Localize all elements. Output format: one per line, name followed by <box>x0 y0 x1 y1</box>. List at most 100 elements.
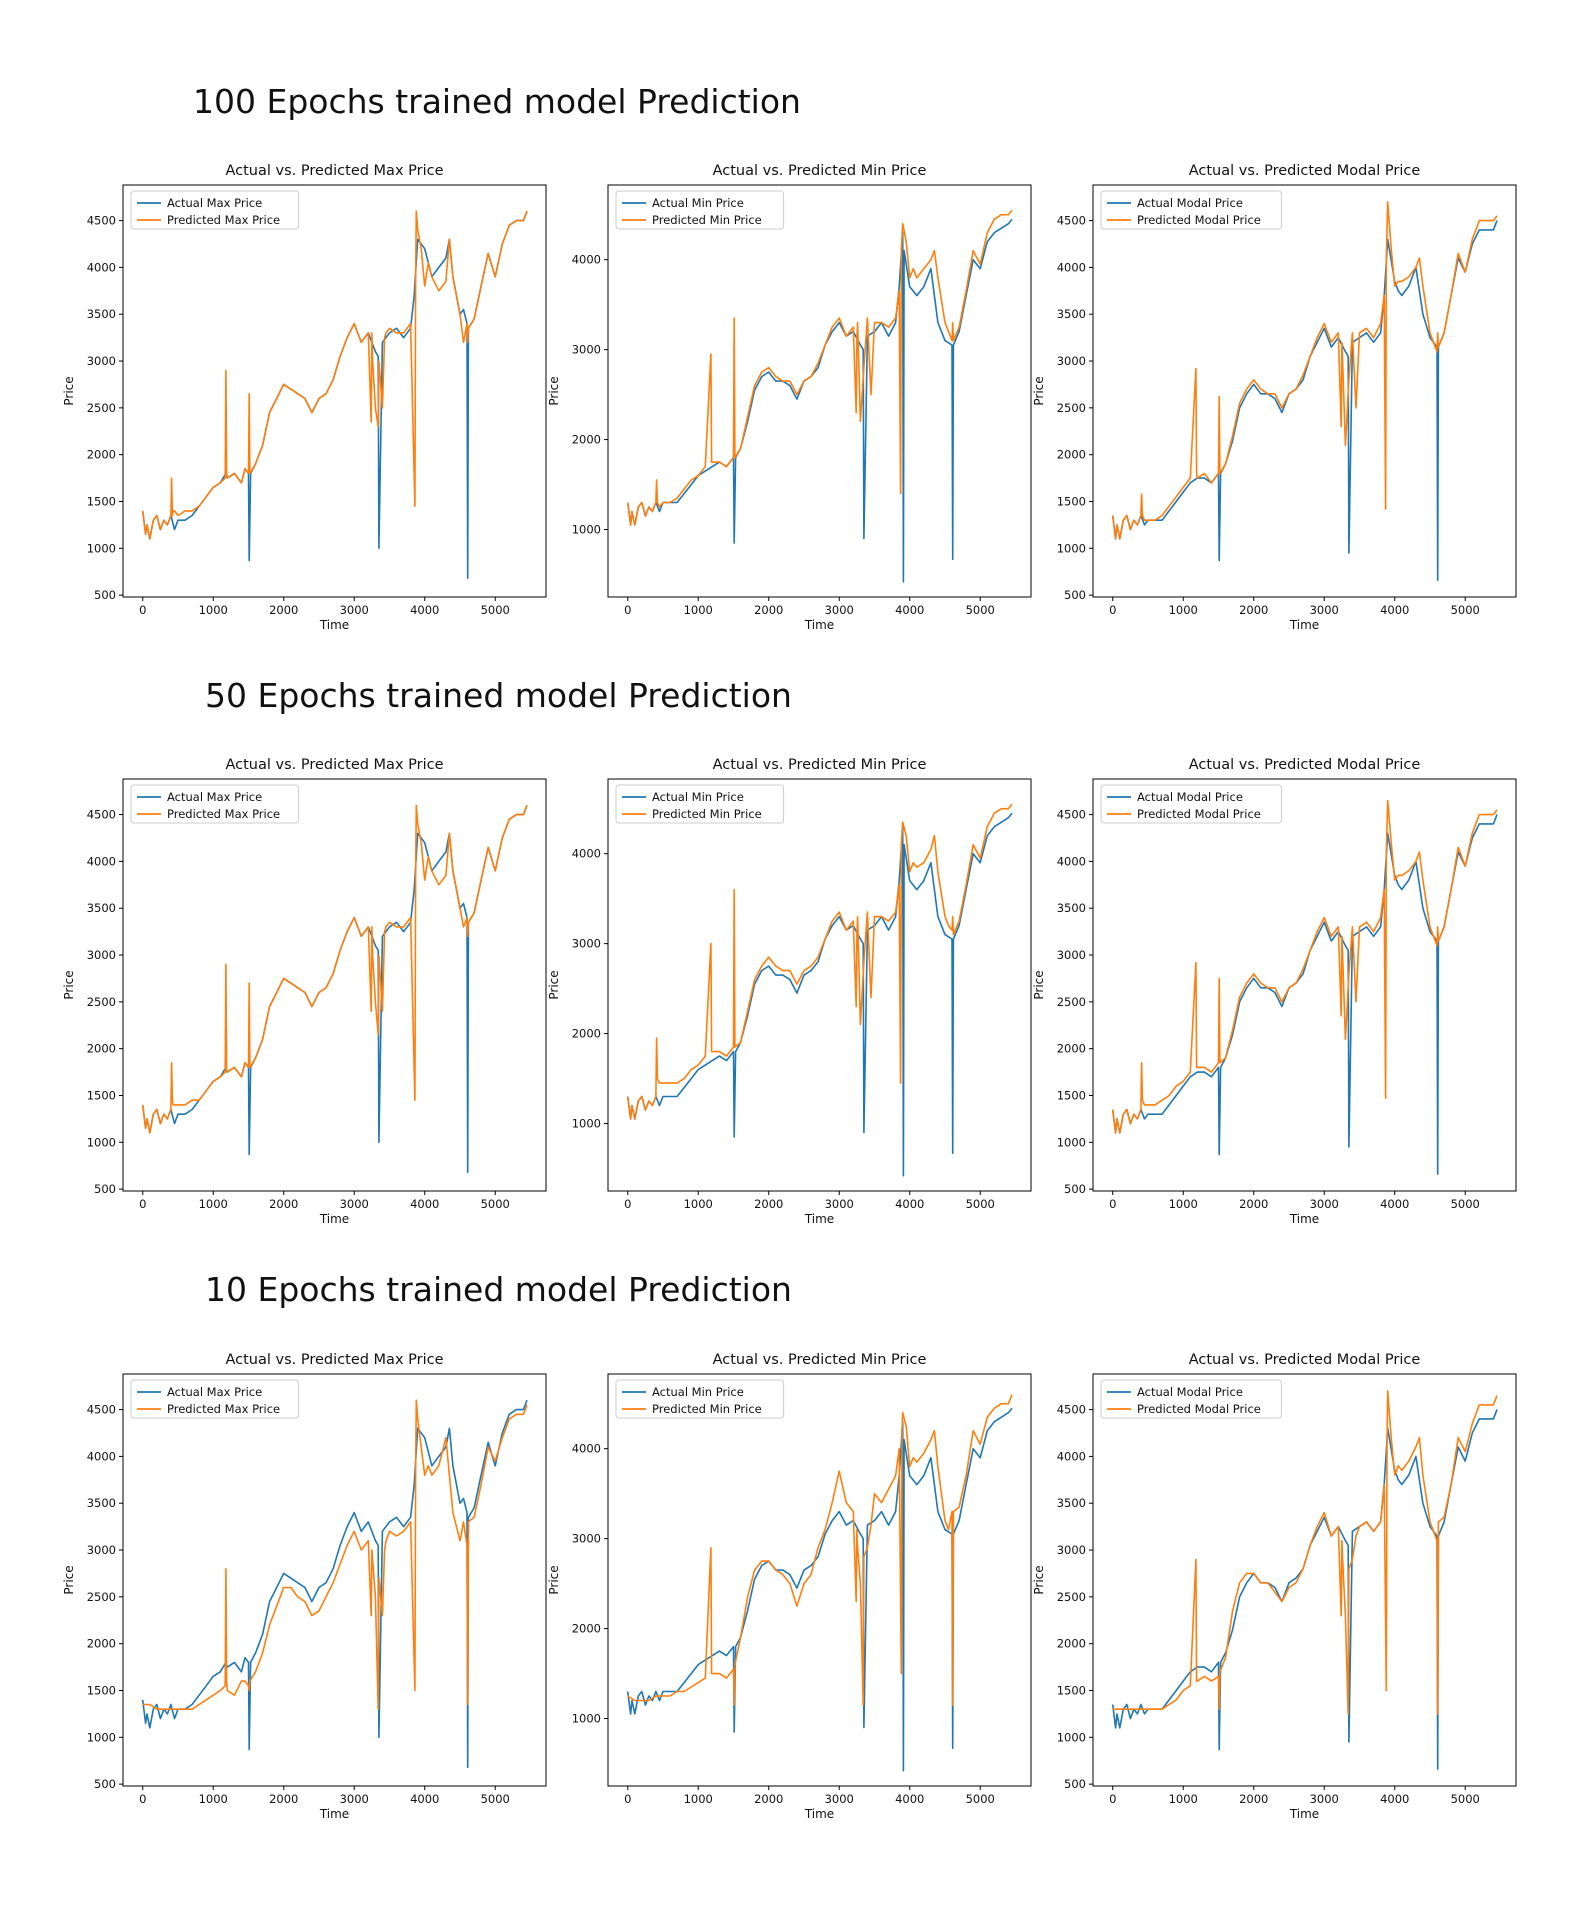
chart-2-1: Actual vs. Predicted Min Price 0 1000 2000 3… <box>547 1352 1032 1821</box>
x-axis-label: Time <box>804 1212 834 1226</box>
y-tick-label: 3500 <box>87 1496 116 1510</box>
y-tick-label: 3500 <box>1057 901 1086 915</box>
legend-label: Actual Max Price <box>167 196 262 210</box>
x-tick-label: 2000 <box>754 1792 783 1806</box>
legend: Actual Min Price Predicted Min Price <box>615 784 785 824</box>
axes-frame <box>122 1373 547 1787</box>
y-axis-label: Price <box>1032 376 1046 405</box>
chart-title: Actual vs. Predicted Modal Price <box>1189 1352 1421 1368</box>
y-tick-label: 1000 <box>87 1135 116 1149</box>
y-tick-label: 1000 <box>1057 1135 1086 1149</box>
axes-frame <box>607 778 1032 1192</box>
x-tick-label: 4000 <box>410 1792 439 1806</box>
legend-frame <box>1100 784 1282 824</box>
plot-area <box>141 1399 528 1769</box>
y-tick-label: 2000 <box>1057 1637 1086 1651</box>
chart-1-0: Actual vs. Predicted Max Price 0 1000 2000 3… <box>62 757 547 1226</box>
x-tick-label: 5000 <box>1451 603 1480 617</box>
series-line-actual <box>141 210 528 580</box>
x-tick-label: 1000 <box>199 603 228 617</box>
y-tick-label: 3000 <box>572 1532 601 1546</box>
x-tick-label: 1000 <box>199 1197 228 1211</box>
y-tick-label: 1000 <box>87 541 116 555</box>
x-axis-label: Time <box>1289 1212 1319 1226</box>
x-tick-label: 1000 <box>684 1197 713 1211</box>
y-tick-label: 4000 <box>1057 854 1086 868</box>
legend: Actual Min Price Predicted Min Price <box>615 190 785 230</box>
legend-label: Actual Min Price <box>652 790 744 804</box>
series-line-predicted <box>1112 1390 1498 1715</box>
x-tick-label: 5000 <box>481 1792 510 1806</box>
x-tick-label: 5000 <box>966 603 995 617</box>
series-line-actual <box>1111 814 1498 1175</box>
y-tick-label: 500 <box>94 1777 116 1791</box>
y-tick-label: 500 <box>94 1182 116 1196</box>
series-line-predicted <box>627 1394 1013 1706</box>
axes-frame <box>1092 184 1517 598</box>
legend-label: Actual Modal Price <box>1137 1385 1243 1399</box>
series-line-predicted <box>141 804 528 1134</box>
legend-label: Actual Max Price <box>167 1385 262 1399</box>
series-line-actual <box>626 812 1013 1177</box>
legend: Actual Max Price Predicted Max Price <box>130 1379 300 1419</box>
x-tick-label: 0 <box>1109 603 1116 617</box>
x-axis-label: Time <box>319 1807 349 1821</box>
x-tick-label: 1000 <box>199 1792 228 1806</box>
x-axis-label: Time <box>319 618 349 632</box>
series-line-predicted <box>626 209 1013 526</box>
x-tick-label: 1000 <box>684 603 713 617</box>
y-tick-label: 4000 <box>572 253 601 267</box>
y-tick-label: 500 <box>94 588 116 602</box>
x-tick-label: 1000 <box>684 1792 713 1806</box>
legend-label: Predicted Modal Price <box>1137 1402 1261 1416</box>
chart-title: Actual vs. Predicted Min Price <box>713 1352 927 1368</box>
y-tick-label: 3000 <box>1057 1543 1086 1557</box>
y-tick-label: 4000 <box>572 1442 601 1456</box>
chart-title: Actual vs. Predicted Max Price <box>225 757 443 773</box>
x-tick-label: 2000 <box>1239 1792 1268 1806</box>
chart-1-1: Actual vs. Predicted Min Price 0 1000 2000 3… <box>547 757 1032 1226</box>
y-tick-label: 1000 <box>87 1730 116 1744</box>
series-line-predicted <box>141 210 528 540</box>
legend-label: Predicted Min Price <box>652 807 762 821</box>
y-tick-label: 4000 <box>87 854 116 868</box>
legend-label: Predicted Max Price <box>167 807 280 821</box>
x-tick-label: 2000 <box>1239 603 1268 617</box>
y-tick-label: 2500 <box>87 401 116 415</box>
y-tick-label: 4500 <box>87 1403 116 1417</box>
y-tick-label: 3500 <box>1057 1496 1086 1510</box>
y-tick-label: 3000 <box>87 354 116 368</box>
axes-frame <box>122 184 547 598</box>
plot-area <box>1111 1390 1498 1770</box>
series-line-predicted <box>1111 201 1498 540</box>
y-tick-label: 2000 <box>572 433 601 447</box>
x-tick-label: 4000 <box>1380 603 1409 617</box>
x-tick-label: 3000 <box>340 1792 369 1806</box>
y-tick-label: 3000 <box>572 343 601 357</box>
legend-label: Actual Modal Price <box>1137 790 1243 804</box>
x-tick-label: 3000 <box>340 1197 369 1211</box>
y-tick-label: 1500 <box>1057 1088 1086 1102</box>
y-tick-label: 2000 <box>87 1637 116 1651</box>
plot-area <box>626 209 1013 583</box>
y-tick-label: 1000 <box>1057 1730 1086 1744</box>
y-tick-label: 2000 <box>1057 1042 1086 1056</box>
series-line-actual <box>626 218 1013 583</box>
x-tick-label: 0 <box>139 603 146 617</box>
x-tick-label: 3000 <box>825 603 854 617</box>
y-tick-label: 1000 <box>572 1117 601 1131</box>
legend-label: Predicted Modal Price <box>1137 807 1261 821</box>
y-tick-label: 1500 <box>87 494 116 508</box>
legend-frame <box>615 1379 785 1419</box>
y-tick-label: 2500 <box>1057 995 1086 1009</box>
y-tick-label: 500 <box>1064 588 1086 602</box>
x-tick-label: 5000 <box>1451 1792 1480 1806</box>
x-tick-label: 5000 <box>966 1197 995 1211</box>
x-tick-label: 4000 <box>895 1792 924 1806</box>
axes-frame <box>1092 1373 1517 1787</box>
x-tick-label: 2000 <box>269 1197 298 1211</box>
y-axis-label: Price <box>62 1565 76 1594</box>
x-tick-label: 4000 <box>895 1197 924 1211</box>
x-tick-label: 4000 <box>1380 1197 1409 1211</box>
y-tick-label: 4000 <box>87 1449 116 1463</box>
